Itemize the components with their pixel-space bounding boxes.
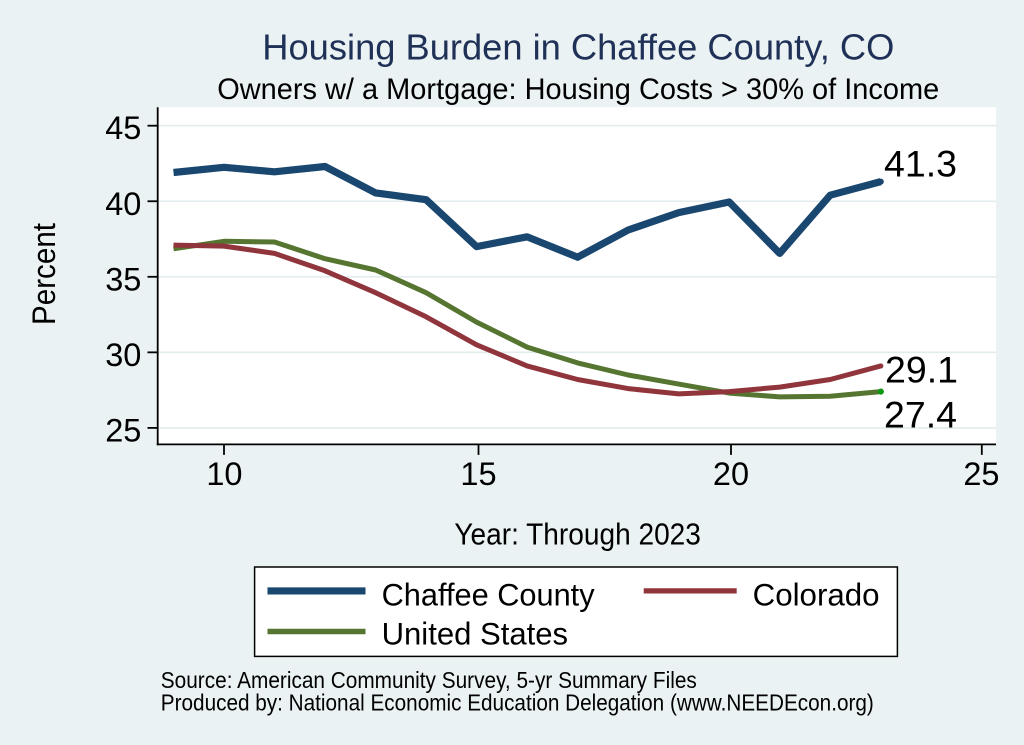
svg-text:Produced by: National Economic: Produced by: National Economic Education… [161, 689, 874, 715]
svg-text:Chaffee County: Chaffee County [382, 577, 595, 613]
svg-text:Source: American Community Sur: Source: American Community Survey, 5-yr … [161, 667, 697, 693]
svg-text:Housing Burden in Chaffee Coun: Housing Burden in Chaffee County, CO [262, 27, 894, 68]
svg-text:10: 10 [206, 456, 242, 492]
svg-text:25: 25 [105, 412, 141, 448]
svg-text:15: 15 [460, 456, 496, 492]
svg-text:20: 20 [713, 456, 749, 492]
svg-text:30: 30 [105, 337, 141, 373]
svg-text:Owners w/ a Mortgage: Housing: Owners w/ a Mortgage: Housing Costs > 30… [217, 73, 939, 106]
svg-text:Percent: Percent [26, 223, 62, 325]
svg-text:United States: United States [382, 616, 568, 652]
svg-text:40: 40 [105, 186, 141, 222]
svg-text:25: 25 [963, 456, 999, 492]
svg-text:27.4: 27.4 [884, 393, 957, 435]
svg-text:35: 35 [105, 261, 141, 297]
svg-text:41.3: 41.3 [884, 142, 957, 184]
svg-text:29.1: 29.1 [885, 348, 958, 390]
svg-text:Colorado: Colorado [753, 577, 880, 613]
svg-text:45: 45 [105, 110, 141, 146]
svg-text:Year: Through 2023: Year: Through 2023 [454, 517, 701, 552]
